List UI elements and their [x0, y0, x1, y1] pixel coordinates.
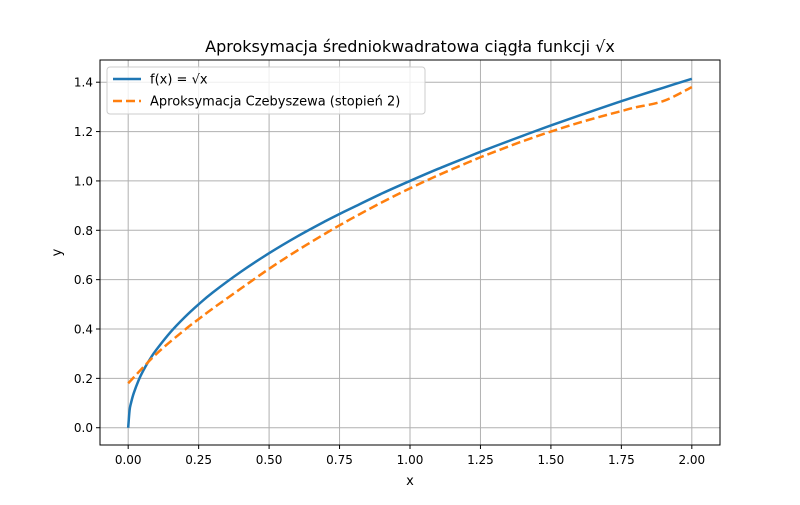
- x-axis-label: x: [406, 474, 414, 489]
- legend-box: [106, 66, 426, 115]
- y-tick-label: 0.8: [74, 224, 93, 238]
- x-tick-label: 2.00: [678, 453, 705, 467]
- x-tick-label: 0.50: [256, 453, 283, 467]
- x-tick-label: 0.00: [115, 453, 142, 467]
- y-axis-label: y: [50, 248, 65, 256]
- series-layer: [126, 77, 693, 428]
- chart-title: Aproksymacja średniokwadratowa ciągła fu…: [205, 37, 615, 56]
- x-tick-label: 1.50: [538, 453, 565, 467]
- series-line-sqrt: [126, 77, 693, 428]
- y-tick-label: 0.4: [74, 323, 93, 337]
- legend: f(x) = √x Aproksymacja Czebyszewa (stopi…: [106, 66, 426, 115]
- x-tick-label: 0.25: [185, 453, 212, 467]
- series-line-chebyshev: [127, 86, 693, 385]
- y-tick-label: 1.0: [74, 174, 93, 188]
- legend-label-chebyshev: Aproksymacja Czebyszewa (stopień 2): [150, 95, 400, 110]
- x-tick-label: 1.75: [608, 453, 635, 467]
- y-tick-label: 1.2: [74, 125, 93, 139]
- x-tick-label: 1.00: [397, 453, 424, 467]
- y-tick-label: 0.0: [74, 421, 93, 435]
- legend-label-sqrt: f(x) = √x: [150, 73, 208, 88]
- tick-layer: 0.00 0.25 0.50 0.75 1.00 1.25 1.50 1.75 2.00 0.0 0…: [74, 76, 705, 467]
- x-tick-label: 0.75: [326, 453, 353, 467]
- y-tick-label: 0.2: [74, 372, 93, 386]
- x-tick-label: 1.25: [467, 453, 494, 467]
- y-tick-label: 0.6: [74, 273, 93, 287]
- y-tick-label: 1.4: [74, 76, 93, 90]
